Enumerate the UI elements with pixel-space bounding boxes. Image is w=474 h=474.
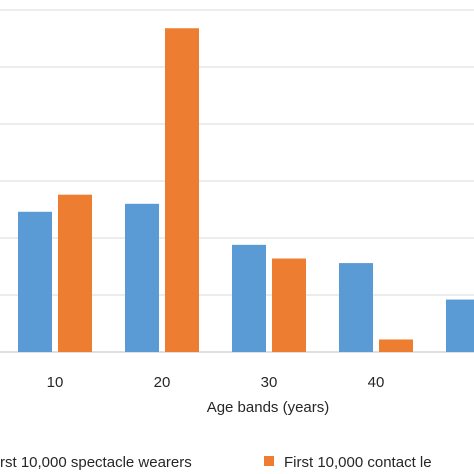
- bar-series: [18, 28, 474, 353]
- x-axis-title: Age bands (years): [207, 399, 330, 416]
- x-tick-label-10: 10: [47, 374, 64, 391]
- bar-contact-10: [58, 194, 92, 352]
- x-tick-label-20: 20: [154, 374, 171, 391]
- legend-swatch-contact: [264, 456, 274, 466]
- bar-spectacle-50: [446, 299, 474, 352]
- bar-contact-40: [379, 339, 413, 352]
- legend-label-contact: First 10,000 contact le: [284, 454, 432, 471]
- bar-contact-30: [272, 258, 306, 352]
- bar-spectacle-30: [232, 244, 266, 352]
- bar-spectacle-10: [18, 211, 52, 352]
- x-tick-labels: 1020304050: [47, 374, 385, 391]
- legend: rst 10,000 spectacle wearers First 10,00…: [0, 454, 432, 471]
- bar-spectacle-40: [339, 263, 373, 352]
- bar-spectacle-20: [125, 203, 159, 352]
- x-tick-label-40: 40: [368, 374, 385, 391]
- legend-label-spectacle: rst 10,000 spectacle wearers: [0, 454, 192, 471]
- x-tick-label-30: 30: [261, 374, 278, 391]
- bar-contact-20: [165, 28, 199, 353]
